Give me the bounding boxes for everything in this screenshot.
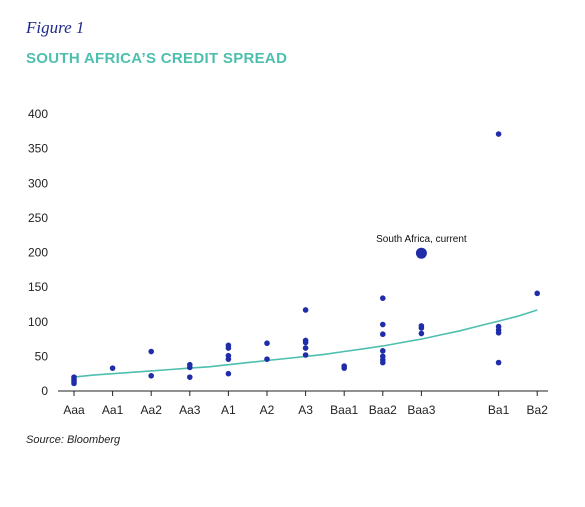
data-point bbox=[302, 352, 309, 358]
data-point bbox=[418, 330, 425, 337]
x-tick-label: Aa3 bbox=[179, 403, 201, 417]
data-point bbox=[187, 364, 193, 371]
x-tick-label: Aa2 bbox=[141, 403, 163, 417]
data-point bbox=[380, 331, 386, 338]
x-tick-label: A3 bbox=[298, 403, 313, 417]
data-point bbox=[495, 131, 502, 137]
x-tick-label: A1 bbox=[221, 403, 236, 417]
data-point bbox=[225, 370, 232, 377]
y-tick-label: 200 bbox=[28, 246, 48, 260]
x-tick-label: Baa2 bbox=[369, 403, 397, 417]
x-tick-label: Baa3 bbox=[407, 403, 435, 417]
x-tick-label: Aaa bbox=[63, 403, 85, 417]
chart-title: SOUTH AFRICA’S CREDIT SPREAD bbox=[26, 50, 288, 67]
data-point bbox=[418, 325, 425, 331]
figure-label: Figure 1 bbox=[26, 18, 85, 37]
data-point bbox=[495, 359, 502, 366]
data-point bbox=[187, 374, 193, 380]
annotations: South Africa, current bbox=[376, 234, 467, 259]
data-point bbox=[264, 340, 270, 347]
x-tick-label: Baa1 bbox=[330, 403, 358, 417]
data-point bbox=[71, 380, 77, 387]
source-note: Source: Bloomberg bbox=[26, 434, 121, 446]
data-point bbox=[495, 330, 502, 336]
scatter-points bbox=[71, 131, 540, 387]
axes: 0 50 100 150 200 250 300 350 400 Aaa Aa1 Aa2 Aa3 A1 A2… bbox=[28, 107, 548, 417]
y-tick-label: 150 bbox=[28, 280, 48, 294]
data-point bbox=[380, 321, 386, 328]
y-tick-label: 0 bbox=[41, 384, 48, 398]
y-tick-label: 100 bbox=[28, 315, 48, 329]
data-point bbox=[225, 356, 232, 362]
data-point bbox=[264, 356, 270, 362]
x-tick-label: Aa1 bbox=[102, 403, 124, 417]
south-africa-current-point bbox=[415, 247, 427, 259]
data-point bbox=[341, 365, 348, 371]
data-point bbox=[109, 365, 116, 371]
x-tick-label: Ba2 bbox=[527, 403, 549, 417]
data-point bbox=[225, 345, 232, 351]
data-point bbox=[302, 307, 309, 313]
y-tick-label: 300 bbox=[28, 176, 48, 190]
x-tick-label: A2 bbox=[260, 403, 275, 417]
y-tick-label: 400 bbox=[28, 107, 48, 121]
data-point bbox=[148, 372, 154, 379]
data-point bbox=[380, 359, 386, 366]
y-tick-label: 50 bbox=[35, 349, 49, 363]
data-point bbox=[302, 339, 309, 346]
annotation-label: South Africa, current bbox=[376, 234, 467, 245]
data-point bbox=[534, 290, 540, 297]
data-point bbox=[380, 348, 386, 354]
data-point bbox=[148, 348, 154, 355]
x-tick-label: Ba1 bbox=[488, 403, 510, 417]
y-tick-label: 350 bbox=[28, 142, 48, 156]
data-point bbox=[302, 345, 309, 351]
y-tick-label: 250 bbox=[28, 211, 48, 225]
data-point bbox=[380, 295, 386, 302]
